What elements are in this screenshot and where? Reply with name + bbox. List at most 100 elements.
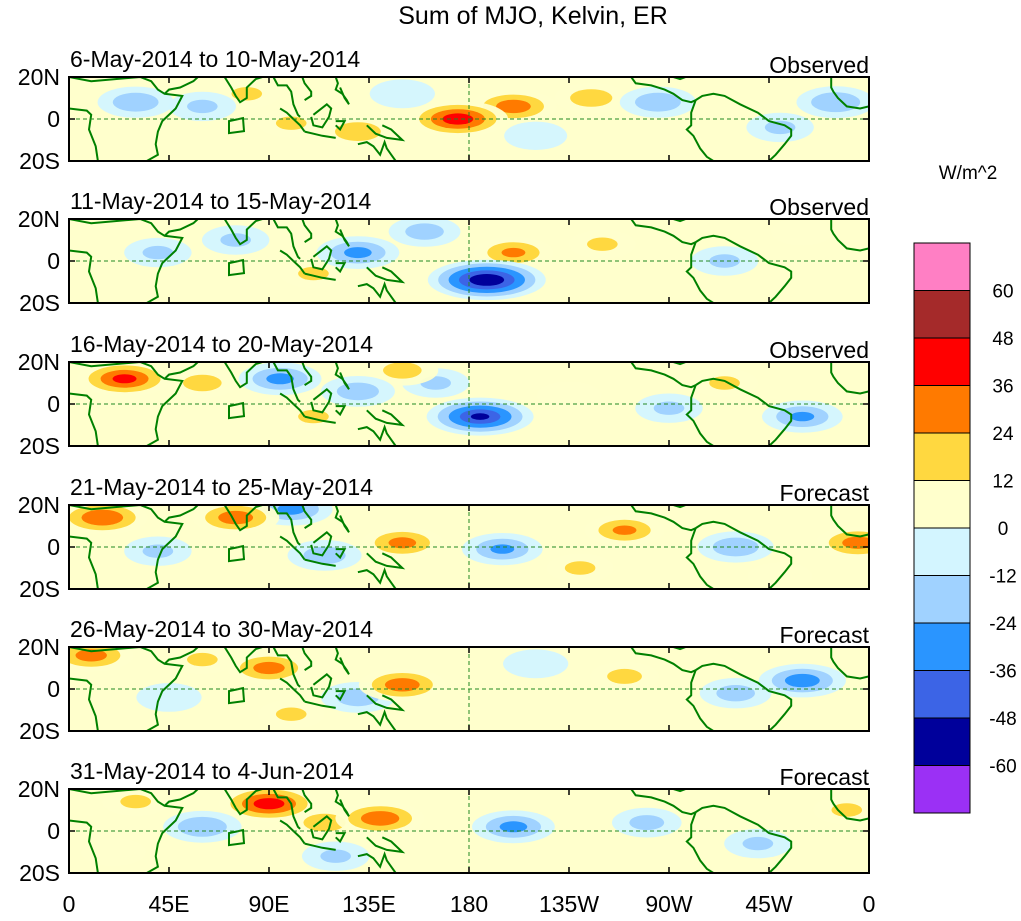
y-tick-label: 0 bbox=[47, 391, 60, 417]
anomaly-blob bbox=[388, 219, 461, 247]
anomaly-blob bbox=[369, 79, 435, 109]
anomaly-blob bbox=[635, 393, 703, 423]
anomaly-blob bbox=[546, 553, 614, 583]
x-tick-label: 90E bbox=[249, 891, 290, 917]
x-tick-label: 45E bbox=[149, 891, 190, 917]
colorbar-level-label: 36 bbox=[992, 377, 1013, 398]
anomaly-blob bbox=[611, 807, 682, 838]
anomaly-blob bbox=[218, 789, 320, 822]
anomaly-blob bbox=[320, 376, 395, 407]
anomaly-blob bbox=[472, 810, 555, 844]
y-tick-label: 0 bbox=[47, 248, 60, 274]
anomaly-blob bbox=[568, 229, 637, 259]
anomaly-blob bbox=[124, 237, 192, 268]
anomaly-blob bbox=[813, 795, 869, 825]
anomaly-blob bbox=[690, 246, 759, 276]
y-tick-label: 0 bbox=[47, 534, 60, 560]
y-tick-label: 20N bbox=[18, 206, 60, 232]
coastlines bbox=[69, 647, 869, 731]
y-tick-label: 0 bbox=[47, 818, 60, 844]
panel-status: Observed bbox=[769, 337, 869, 363]
anomaly-blob bbox=[504, 121, 568, 150]
colorbar-level-label: 60 bbox=[992, 282, 1013, 303]
colorbar-units: W/m^2 bbox=[939, 163, 998, 184]
panel-period: 11-May-2014 to 15-May-2014 bbox=[70, 188, 371, 214]
y-tick-label: 0 bbox=[47, 106, 60, 132]
anomaly-blob bbox=[699, 678, 772, 709]
panel-period: 21-May-2014 to 25-May-2014 bbox=[70, 474, 373, 500]
x-tick-label: 135E bbox=[342, 891, 396, 917]
y-tick-label: 20S bbox=[19, 148, 60, 174]
panel-status: Forecast bbox=[780, 764, 870, 790]
panels: 20N 0 20S 6-May-2014 to 10-May-2014 Observed… bbox=[18, 46, 870, 886]
anomaly-blob bbox=[168, 647, 237, 675]
anomaly-blob bbox=[762, 400, 843, 433]
anomaly-blob bbox=[201, 225, 270, 255]
anomaly-blob bbox=[97, 86, 174, 118]
x-tick-label: 135W bbox=[539, 891, 599, 917]
panel-status: Observed bbox=[769, 194, 869, 220]
x-tick-label: 90W bbox=[645, 891, 693, 917]
colorbar-swatch bbox=[913, 385, 971, 434]
anomaly-blob bbox=[366, 362, 439, 386]
anomaly-blob bbox=[124, 536, 192, 566]
colorbar-swatch bbox=[913, 717, 971, 766]
colorbar-level-label: 48 bbox=[992, 329, 1013, 350]
anomaly-blob bbox=[238, 362, 322, 396]
panel-status: Forecast bbox=[780, 622, 870, 648]
colorbar-swatch bbox=[913, 765, 971, 814]
colorbar-level-label: 24 bbox=[992, 424, 1014, 445]
anomaly-blob bbox=[770, 219, 834, 246]
anomaly-blob bbox=[316, 236, 400, 269]
colorbar-level-label: 12 bbox=[992, 472, 1013, 493]
colorbar-swatch bbox=[913, 290, 971, 339]
anomaly-blob bbox=[69, 647, 134, 672]
anomaly-blob bbox=[358, 668, 446, 702]
x-tick-label: 0 bbox=[63, 891, 76, 917]
coastlines bbox=[69, 362, 869, 446]
anomaly-blob bbox=[619, 86, 696, 118]
colorbar-swatch bbox=[913, 575, 971, 624]
panel-period: 31-May-2014 to 4-Jun-2014 bbox=[70, 758, 354, 784]
panel-period: 26-May-2014 to 30-May-2014 bbox=[70, 616, 373, 642]
x-axis: 0 45E 90E 135E 180 135W 90W 45W 0 bbox=[63, 891, 876, 917]
y-tick-label: 20S bbox=[19, 290, 60, 316]
anomaly-blob bbox=[758, 663, 846, 698]
colorbar-level-label: -36 bbox=[989, 662, 1016, 683]
anomaly-blob bbox=[554, 82, 629, 114]
y-tick-label: 20N bbox=[18, 349, 60, 375]
anomaly-blob bbox=[747, 562, 813, 589]
colorbar-level-label: -48 bbox=[989, 709, 1016, 730]
anomaly-blob bbox=[168, 91, 237, 122]
anomaly-blob bbox=[166, 367, 239, 399]
colorbar-swatch bbox=[913, 480, 971, 529]
y-tick-label: 20N bbox=[18, 634, 60, 660]
y-tick-label: 20S bbox=[19, 718, 60, 744]
anomaly-blob bbox=[536, 381, 602, 410]
y-tick-label: 0 bbox=[47, 676, 60, 702]
colorbar-swatch bbox=[913, 622, 971, 671]
anomaly-blob bbox=[335, 801, 425, 836]
map-panel: 20N 0 20S 6-May-2014 to 10-May-2014 Observed bbox=[18, 46, 870, 174]
anomaly-blob bbox=[163, 810, 242, 843]
anomaly-blob bbox=[301, 841, 370, 871]
colorbar-swatch bbox=[913, 242, 971, 291]
colorbar-swatch bbox=[913, 432, 971, 481]
panel-period: 16-May-2014 to 20-May-2014 bbox=[70, 331, 373, 357]
coastlines bbox=[69, 505, 869, 589]
anomaly-blob bbox=[287, 540, 362, 571]
colorbar-swatch bbox=[913, 527, 971, 576]
map-panel: 20N 0 20S 26-May-2014 to 30-May-2014 Forecas… bbox=[18, 616, 870, 744]
anomaly-blob bbox=[584, 514, 665, 547]
anomaly-blob bbox=[136, 683, 202, 712]
y-tick-label: 20S bbox=[19, 433, 60, 459]
panel-status: Forecast bbox=[780, 480, 870, 506]
anomaly-blob bbox=[589, 661, 660, 692]
y-tick-label: 20N bbox=[18, 776, 60, 802]
anomaly-blob bbox=[257, 108, 325, 138]
anomaly-blob bbox=[80, 837, 147, 867]
anomaly-blob bbox=[462, 533, 543, 566]
anomaly-blob bbox=[815, 526, 869, 560]
anomaly-blob bbox=[746, 112, 814, 143]
coastlines bbox=[69, 789, 869, 873]
